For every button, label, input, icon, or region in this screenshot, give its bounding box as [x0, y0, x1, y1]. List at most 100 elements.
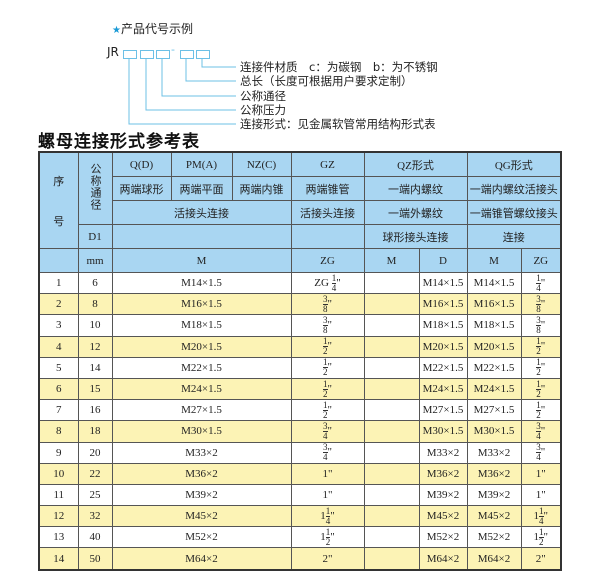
row-nominal-diameter: 40 [77, 526, 113, 549]
header-pm: PM(A) [170, 151, 233, 177]
header-qz-desc3: 球形接头连接 [363, 224, 468, 249]
header-union-connection: 活接头连接 [111, 200, 292, 225]
code-dash: - [171, 43, 175, 56]
fraction-numerator: 3 [536, 420, 541, 432]
row-m-thread: M30×1.5 [111, 420, 292, 443]
row-qg-m: M14×1.5 [466, 271, 522, 295]
fraction-denominator: 8 [323, 303, 328, 314]
fraction-numerator: 1 [536, 336, 541, 348]
row-qg-zg: 1 2 " [520, 377, 562, 401]
header-seq: 序号 [38, 151, 79, 249]
row-number: 2 [38, 293, 79, 316]
table-row: 8 18 M30×1.5 3 4 " M30×1.5 M30×1.5 3 4 " [38, 420, 562, 443]
row-m-thread: M27×1.5 [111, 399, 292, 422]
fraction-numerator: 1 [536, 272, 541, 284]
row-number: 11 [38, 483, 79, 507]
table-row: 1 6 M14×1.5 ZG 1 4 " M14×1.5 M14×1.5 1 4 " [38, 271, 562, 295]
row-nominal-diameter: 20 [77, 441, 113, 464]
zg-s: " [327, 340, 333, 353]
row-qg-zg: 1 1 4 " [520, 505, 562, 528]
row-qz-d: M30×1.5 [418, 420, 468, 443]
row-qg-m: M30×1.5 [466, 420, 522, 443]
table-row: 13 40 M52×2 1 1 2 " M52×2 M52×2 1 1 2 " [38, 526, 562, 549]
zg-s: " [327, 382, 333, 395]
row-number: 12 [38, 505, 79, 528]
row-gz-zg: 3 4 " [290, 441, 365, 464]
row-nominal-diameter: 10 [77, 314, 113, 337]
header-gz-union: 活接头连接 [290, 200, 365, 225]
row-gz-zg: 1 2 " [290, 356, 365, 379]
header-q-desc: 两端球形 [111, 176, 172, 201]
label-diameter: 公称通径 [240, 89, 286, 103]
row-nominal-diameter: 50 [77, 547, 113, 571]
row-gz-zg: 1 1 2 " [290, 526, 365, 549]
fraction-denominator: 4 [323, 430, 328, 441]
fraction-numerator: 1 [325, 505, 331, 517]
zg-s: " [540, 319, 546, 331]
row-qg-m: M39×2 [466, 483, 522, 507]
fraction-numerator: 1 [539, 526, 544, 538]
row-gz-zg: 1" [290, 483, 365, 507]
fraction-numerator: 3 [536, 293, 541, 305]
nut-connection-table: 序号 公称通径 Q(D) PM(A) NZ(C) GZ QZ形式 QG形式 两端… [38, 151, 563, 571]
row-qg-m: M52×2 [466, 526, 522, 549]
fraction-numerator: 3 [536, 314, 541, 326]
row-qg-zg: 3 8 " [520, 314, 562, 337]
zg-s: " [328, 467, 333, 480]
row-m-thread: M18×1.5 [111, 314, 292, 337]
table-row: 12 32 M45×2 1 1 4 " M45×2 M45×2 1 1 4 " [38, 505, 562, 528]
zg-w: 2 [535, 552, 542, 565]
row-nominal-diameter: 6 [77, 271, 113, 295]
row-m-thread: M14×1.5 [111, 271, 292, 295]
row-qg-zg: 1 1 2 " [520, 526, 562, 549]
row-qz-m [363, 462, 420, 485]
fraction-denominator: 4 [536, 282, 541, 293]
header-nominal-diameter: 公称通径 [77, 151, 113, 225]
fraction-numerator: 3 [323, 420, 328, 432]
row-number: 9 [38, 441, 79, 464]
row-m-thread: M20×1.5 [111, 335, 292, 358]
zg-s: " [540, 424, 546, 437]
row-qg-m: M36×2 [466, 462, 522, 485]
row-qz-m [363, 335, 420, 358]
row-m-thread: M24×1.5 [111, 377, 292, 401]
code-prefix: JR [107, 45, 119, 59]
fraction-denominator: 2 [323, 346, 328, 357]
code-box-length [180, 50, 194, 59]
row-m-thread: M39×2 [111, 483, 292, 507]
fraction-numerator: 1 [331, 272, 337, 284]
label-material: 连接件材质 c：为碳钢 b：为不锈钢 [240, 60, 438, 74]
code-box-material [196, 50, 210, 59]
row-qz-m [363, 505, 420, 528]
row-number: 6 [38, 377, 79, 401]
fraction-numerator: 3 [323, 293, 328, 305]
row-m-thread: M36×2 [111, 462, 292, 485]
fraction-denominator: 4 [325, 515, 331, 526]
zg-s: " [327, 319, 333, 331]
row-qz-d: M20×1.5 [418, 335, 468, 358]
row-gz-zg: 3 8 " [290, 293, 365, 316]
fraction-denominator: 4 [331, 282, 337, 293]
label-pressure: 公称压力 [240, 103, 286, 117]
header-blank-gz [290, 224, 365, 249]
row-qg-m: M45×2 [466, 505, 522, 528]
fraction-denominator: 2 [323, 388, 328, 399]
fraction-numerator: 1 [536, 399, 541, 411]
zg-w: 1 [535, 467, 542, 480]
header-qz-d: D [418, 248, 468, 273]
row-qz-m [363, 377, 420, 401]
row-qz-d: M22×1.5 [418, 356, 468, 379]
header-qg-desc: 一端内螺纹活接头 [466, 176, 562, 201]
header-nz: NZ(C) [231, 151, 292, 177]
fraction-numerator: 1 [323, 357, 328, 369]
